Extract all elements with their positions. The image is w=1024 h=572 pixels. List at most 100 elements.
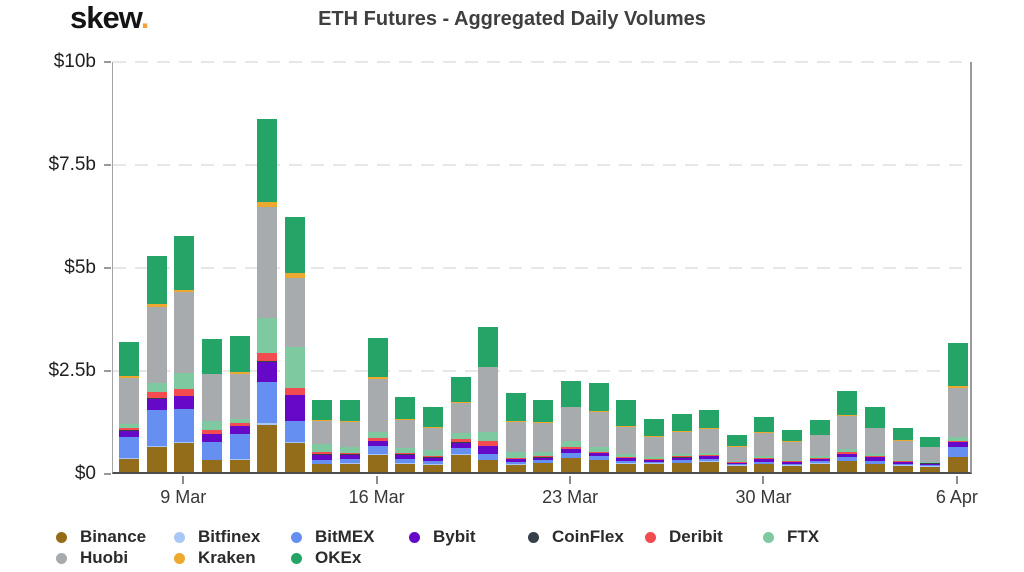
bar-segment <box>947 343 968 386</box>
bar[interactable] <box>340 400 361 472</box>
bar[interactable] <box>533 399 554 472</box>
bar-segment <box>699 428 720 430</box>
bar[interactable] <box>201 339 222 472</box>
bar-segment <box>478 460 499 472</box>
bar[interactable] <box>367 337 388 472</box>
bar-segment <box>505 421 526 452</box>
legend-item-ftx[interactable]: FTX <box>763 527 819 547</box>
bar-segment <box>284 443 305 472</box>
bar-segment <box>643 461 664 464</box>
bar-segment <box>505 451 526 458</box>
bar[interactable] <box>699 409 720 472</box>
bar[interactable] <box>422 406 443 472</box>
bar-segment <box>533 457 554 461</box>
bar-segment <box>367 337 388 377</box>
bar-segment <box>119 424 139 428</box>
bar-segment <box>561 449 582 453</box>
gridline <box>113 267 970 269</box>
bar[interactable] <box>174 235 195 472</box>
bar[interactable] <box>920 437 941 472</box>
bar-segment <box>146 446 167 448</box>
bar[interactable] <box>588 383 609 472</box>
bar-segment <box>809 435 830 457</box>
legend-item-kraken[interactable]: Kraken <box>174 548 256 568</box>
bar[interactable] <box>837 390 858 472</box>
bar-segment <box>865 427 885 429</box>
legend-label: Bitfinex <box>198 527 261 546</box>
bar[interactable] <box>643 418 664 472</box>
bar-segment <box>588 453 609 456</box>
legend-item-okex[interactable]: OKEx <box>291 548 361 568</box>
bar[interactable] <box>478 326 499 472</box>
bar[interactable] <box>947 343 968 472</box>
bar[interactable] <box>809 420 830 472</box>
x-axis-label: 16 Mar <box>348 487 405 507</box>
bar-segment <box>229 418 250 423</box>
bar-segment <box>699 429 720 453</box>
bar-segment <box>671 462 692 472</box>
bar-segment <box>201 460 222 472</box>
bar[interactable] <box>119 342 139 472</box>
legend-item-bybit[interactable]: Bybit <box>409 527 476 547</box>
bar[interactable] <box>726 434 747 472</box>
bar-segment <box>146 447 167 472</box>
legend-swatch <box>174 552 185 564</box>
bar-segment <box>284 395 305 421</box>
bar[interactable] <box>865 406 885 472</box>
legend-item-deribit[interactable]: Deribit <box>645 527 723 547</box>
bar-segment <box>229 374 250 419</box>
bar-segment <box>312 420 333 445</box>
bar-segment <box>450 439 471 443</box>
bar-segment <box>174 396 195 410</box>
bar-segment <box>726 462 747 465</box>
bar-segment <box>505 393 526 421</box>
bar-segment <box>837 414 858 416</box>
bar-segment <box>865 460 885 464</box>
bar-segment <box>257 423 278 425</box>
bar-segment <box>947 385 968 389</box>
bar[interactable] <box>284 216 305 472</box>
bar[interactable] <box>754 417 775 472</box>
bar[interactable] <box>561 381 582 472</box>
legend-item-huobi[interactable]: Huobi <box>56 548 128 568</box>
y-axis-tick <box>104 370 111 372</box>
legend-label: Kraken <box>198 548 256 567</box>
bar-segment <box>257 424 278 472</box>
bar-segment <box>505 420 526 422</box>
legend-item-binance[interactable]: Binance <box>56 527 146 547</box>
legend-swatch <box>291 531 302 543</box>
bar-segment <box>892 428 913 441</box>
bar[interactable] <box>395 397 416 472</box>
bar[interactable] <box>450 376 471 472</box>
bar-segment <box>616 425 637 427</box>
bar-segment <box>312 452 333 455</box>
bar[interactable] <box>782 429 803 472</box>
bar-segment <box>450 376 471 403</box>
bar-segment <box>533 399 554 422</box>
bar[interactable] <box>229 336 250 472</box>
bar-segment <box>395 448 416 454</box>
bar-segment <box>422 427 443 428</box>
x-axis-tick <box>182 476 185 484</box>
bar[interactable] <box>146 256 167 472</box>
bar[interactable] <box>892 428 913 472</box>
bar[interactable] <box>616 399 637 472</box>
logo-text: skew <box>70 0 142 35</box>
legend-item-bitmex[interactable]: BitMEX <box>291 527 375 547</box>
bar-segment <box>754 432 775 457</box>
bar-segment <box>616 458 637 461</box>
bar-segment <box>643 436 664 438</box>
bar-segment <box>561 440 582 448</box>
bar-segment <box>865 456 885 457</box>
bar-segment <box>312 444 333 453</box>
legend-item-coinflex[interactable]: CoinFlex <box>528 527 624 547</box>
bar[interactable] <box>312 400 333 472</box>
bar[interactable] <box>257 119 278 472</box>
bar-segment <box>340 446 361 453</box>
legend-item-bitfinex[interactable]: Bitfinex <box>174 527 260 547</box>
legend-swatch <box>645 531 656 543</box>
bar[interactable] <box>671 414 692 472</box>
bar-segment <box>284 346 305 389</box>
gridline <box>113 370 970 372</box>
bar[interactable] <box>505 393 526 472</box>
